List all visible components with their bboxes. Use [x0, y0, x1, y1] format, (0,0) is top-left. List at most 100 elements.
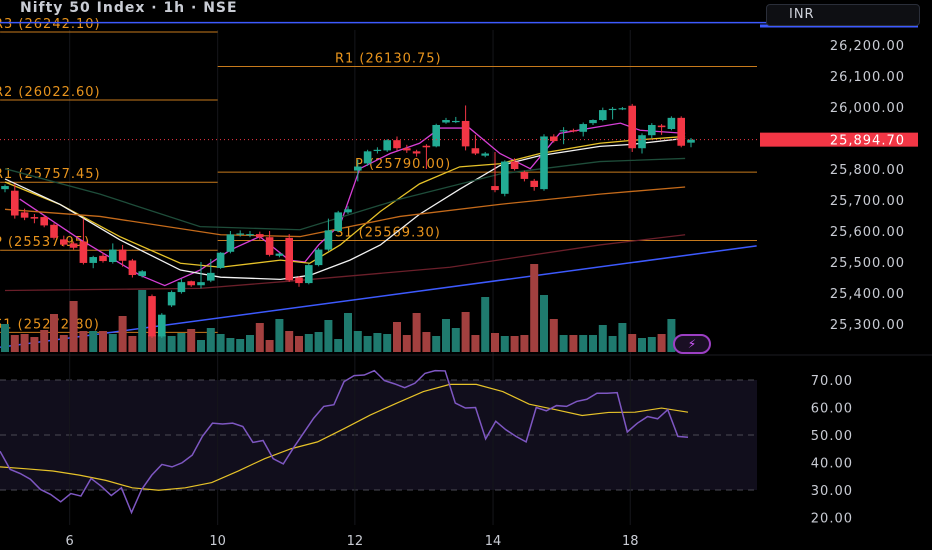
candle-body	[648, 124, 656, 136]
candle	[687, 138, 695, 148]
candle	[109, 243, 117, 264]
moving-average-line	[4, 186, 686, 238]
candle	[20, 208, 29, 221]
volume-bar	[373, 333, 382, 352]
candle-body	[216, 252, 225, 268]
candle-body	[324, 230, 333, 250]
price-axis-label: 25,400.00	[830, 287, 905, 302]
volume-bar	[638, 338, 646, 352]
volume-bar	[667, 319, 676, 352]
candle-body	[442, 120, 450, 123]
volume-bar	[481, 297, 490, 352]
price-axis-label: 25,700.00	[830, 194, 905, 209]
candle	[550, 134, 558, 143]
candle-body	[60, 239, 68, 245]
price-axis-label: 25,600.00	[830, 225, 905, 240]
candle	[393, 136, 401, 151]
volume-bar	[393, 322, 401, 352]
candle	[69, 241, 78, 250]
candle-body	[638, 135, 646, 149]
candle	[187, 280, 195, 287]
candle	[412, 149, 421, 157]
candle-body	[197, 282, 205, 286]
volume-bar	[295, 336, 303, 352]
time-axis-label: 14	[485, 534, 502, 549]
candle	[559, 127, 568, 145]
volume-bar	[510, 336, 519, 352]
volume-bar	[589, 335, 597, 352]
candle	[236, 230, 244, 237]
candle	[89, 255, 97, 269]
volume-bar	[344, 313, 352, 352]
candle-body	[687, 139, 695, 143]
candle	[207, 258, 215, 283]
volume-bar	[50, 314, 58, 352]
candle-body	[30, 217, 39, 219]
volume-bar	[99, 331, 107, 352]
candle-body	[501, 161, 509, 194]
moving-average-line	[4, 135, 686, 268]
candle-body	[128, 260, 137, 276]
volume-bar	[353, 331, 362, 352]
volume-bar	[255, 323, 264, 352]
candle-body	[118, 249, 127, 261]
rsi-axis-label: 70.00	[811, 374, 853, 389]
candle	[1, 184, 9, 193]
rsi-axis-label: 50.00	[811, 429, 853, 444]
volume-bar	[647, 337, 656, 352]
candle	[648, 123, 656, 138]
candle-body	[618, 108, 627, 110]
volume-bar	[118, 316, 127, 352]
candle-body	[285, 237, 293, 281]
candle-body	[471, 148, 480, 154]
volume-bar	[167, 336, 176, 352]
candle-body	[40, 217, 48, 226]
candle	[471, 134, 480, 156]
candle-body	[207, 272, 215, 281]
candle-body	[354, 166, 362, 171]
volume-bar	[138, 290, 147, 352]
rsi-ma-line	[0, 383, 689, 491]
candle	[530, 178, 538, 191]
volume-bar	[549, 319, 558, 352]
candle	[452, 116, 460, 124]
volume-bar	[40, 330, 49, 352]
candle	[226, 231, 235, 254]
candle-body	[1, 186, 9, 190]
candle-body	[677, 117, 685, 146]
candle	[422, 144, 431, 169]
candle	[432, 123, 440, 148]
volume-bar	[1, 324, 9, 352]
volume-bar	[216, 334, 225, 352]
moving-average-line	[4, 157, 686, 231]
candle	[334, 210, 342, 233]
candle-body	[109, 249, 117, 262]
candle	[461, 105, 470, 151]
candle	[265, 231, 274, 257]
candle-body	[569, 130, 578, 132]
candle-body	[481, 153, 489, 156]
candle	[158, 313, 166, 338]
candle-body	[550, 136, 558, 142]
currency-button[interactable]: INR	[766, 4, 920, 26]
candle	[295, 275, 303, 287]
candle	[657, 124, 666, 135]
volume-bar	[275, 319, 284, 352]
lightning-bolt-icon[interactable]: ⚡	[673, 334, 711, 354]
volume-bar	[608, 336, 617, 352]
candle	[354, 159, 362, 182]
candle	[667, 116, 676, 131]
moving-average-line	[19, 122, 686, 287]
candle-body	[11, 190, 19, 216]
candle	[79, 218, 88, 265]
volume-bar	[108, 334, 117, 352]
pivot-label: R1 (25757.45)	[0, 167, 101, 182]
volume-bar	[59, 335, 68, 352]
candle-body	[167, 292, 176, 306]
candle	[256, 231, 264, 240]
candle	[40, 215, 48, 228]
candle-body	[422, 145, 431, 148]
volume-bar	[285, 331, 294, 352]
pivot-label: R2 (26022.60)	[0, 85, 101, 100]
